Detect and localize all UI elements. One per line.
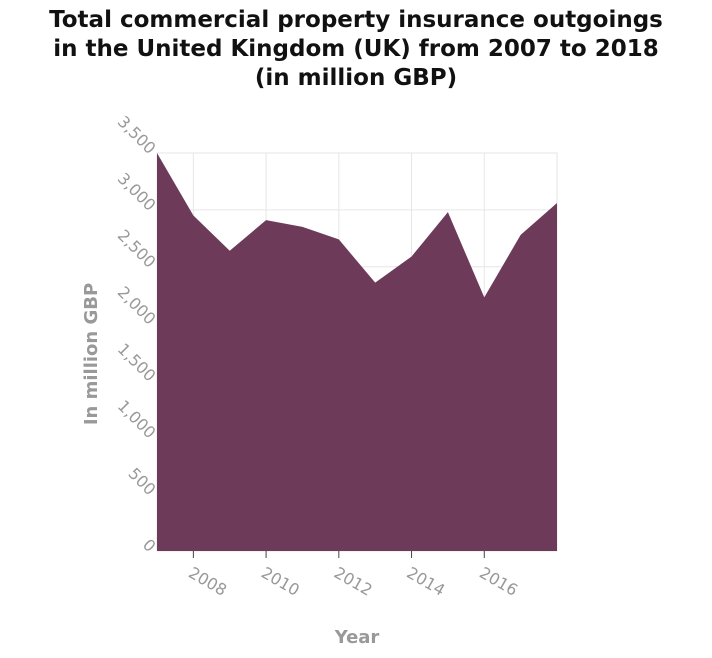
x-tick-label: 2012 (331, 563, 376, 600)
area-series (157, 153, 557, 551)
x-tick-label: 2008 (185, 563, 230, 600)
y-tick-label: 1,500 (114, 339, 160, 385)
y-tick-label: 1,000 (114, 396, 160, 442)
chart-title: Total commercial property insurance outg… (0, 6, 712, 93)
y-tick-label: 3,500 (114, 112, 160, 158)
x-axis-ticks: 2008 2010 2012 2014 2016 (185, 551, 521, 600)
x-tick-label: 2016 (476, 563, 521, 600)
y-tick-label: 3,000 (114, 169, 160, 215)
y-tick-label: 500 (125, 464, 160, 499)
y-axis-title: In million GBP (81, 283, 102, 425)
y-tick-label: 2,500 (114, 226, 160, 272)
chart-title-line-1: Total commercial property insurance outg… (49, 7, 663, 33)
chart-title-line-2: in the United Kingdom (UK) from 2007 to … (53, 36, 659, 62)
y-tick-label: 2,000 (114, 283, 160, 329)
x-tick-label: 2010 (258, 563, 303, 600)
chart-title-line-3: (in million GBP) (254, 65, 458, 91)
x-axis-title: Year (334, 627, 380, 648)
x-tick-label: 2014 (404, 563, 449, 600)
